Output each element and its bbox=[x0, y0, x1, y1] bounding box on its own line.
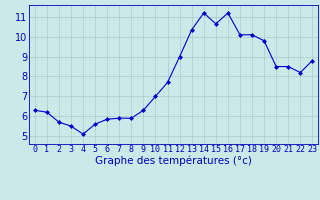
X-axis label: Graphe des températures (°c): Graphe des températures (°c) bbox=[95, 156, 252, 166]
